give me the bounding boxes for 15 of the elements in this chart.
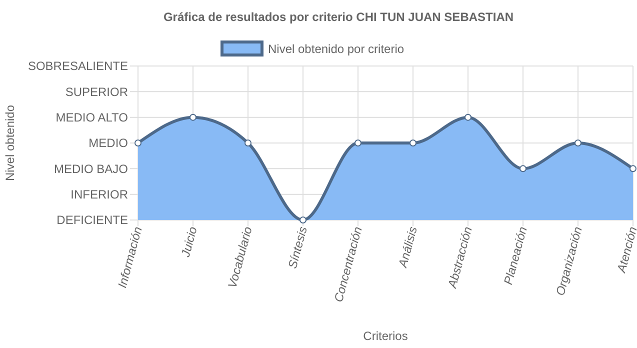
chart-title: Gráfica de resultados por criterio CHI TUN JUAN SEBASTIAN [163, 10, 514, 24]
text: INFERIOR [70, 188, 128, 202]
x-tick-label: Atención [614, 224, 637, 275]
x-tick-label: Juicio [178, 224, 200, 260]
text: MEDIO [88, 136, 128, 150]
text: SUPERIOR [65, 84, 128, 99]
text: DEFICIENTE [56, 213, 128, 228]
x-tick-label: Síntesis [285, 225, 310, 270]
text: MEDIO BAJO [54, 162, 128, 176]
text: MEDIO ALTO [56, 110, 128, 125]
legend-label: Nivel obtenido por criterio [268, 42, 404, 56]
x-tick-label: Análisis [395, 225, 420, 270]
x-axis-title: Criterios [363, 329, 408, 343]
text: SOBRESALIENTE [28, 59, 128, 74]
text: Nivel obtenido [3, 104, 17, 182]
